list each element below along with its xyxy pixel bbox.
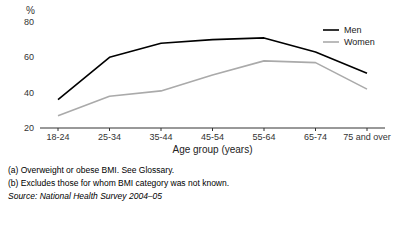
footnote: (a) Overweight or obese BMI. See Glossar…: [8, 165, 174, 175]
x-tick-label: 45-54: [201, 132, 224, 142]
legend-label: Men: [344, 25, 362, 35]
plot-area: [58, 38, 367, 116]
x-tick: [58, 128, 59, 131]
footnote: (b) Excludes those for whom BMI category…: [8, 178, 229, 188]
x-tick: [264, 128, 265, 131]
x-tick: [109, 128, 110, 131]
x-tick-label: 65-74: [304, 132, 327, 142]
legend: Men Women: [323, 25, 375, 47]
series-line: [58, 38, 367, 100]
x-tick: [367, 128, 368, 131]
chart: 20 40 60 80% 18-24 25-34 35-44 45-54 55-64 65-74 7…: [0, 0, 397, 227]
y-tick-label: 60: [24, 52, 34, 62]
x-tick-label: 55-64: [252, 132, 275, 142]
y-tick-label: 80: [24, 17, 34, 27]
y-axis-label: %: [26, 5, 35, 16]
x-tick-label: 35-44: [149, 132, 172, 142]
legend-swatch: [323, 29, 339, 31]
series-line: [58, 61, 367, 116]
x-tick: [315, 128, 316, 131]
x-tick-label: 25-34: [98, 132, 121, 142]
legend-swatch: [323, 41, 339, 43]
y-tick-label: 20: [24, 123, 34, 133]
x-tick: [212, 128, 213, 131]
source: Source: National Health Survey 2004–05: [8, 191, 162, 201]
x-axis-label: Age group (years): [172, 144, 252, 155]
legend-label: Women: [344, 37, 375, 47]
x-tick: [161, 128, 162, 131]
x-tick-label: 18-24: [46, 132, 69, 142]
x-tick-label: 75 and over: [343, 132, 391, 142]
y-tick-label: 40: [24, 88, 34, 98]
